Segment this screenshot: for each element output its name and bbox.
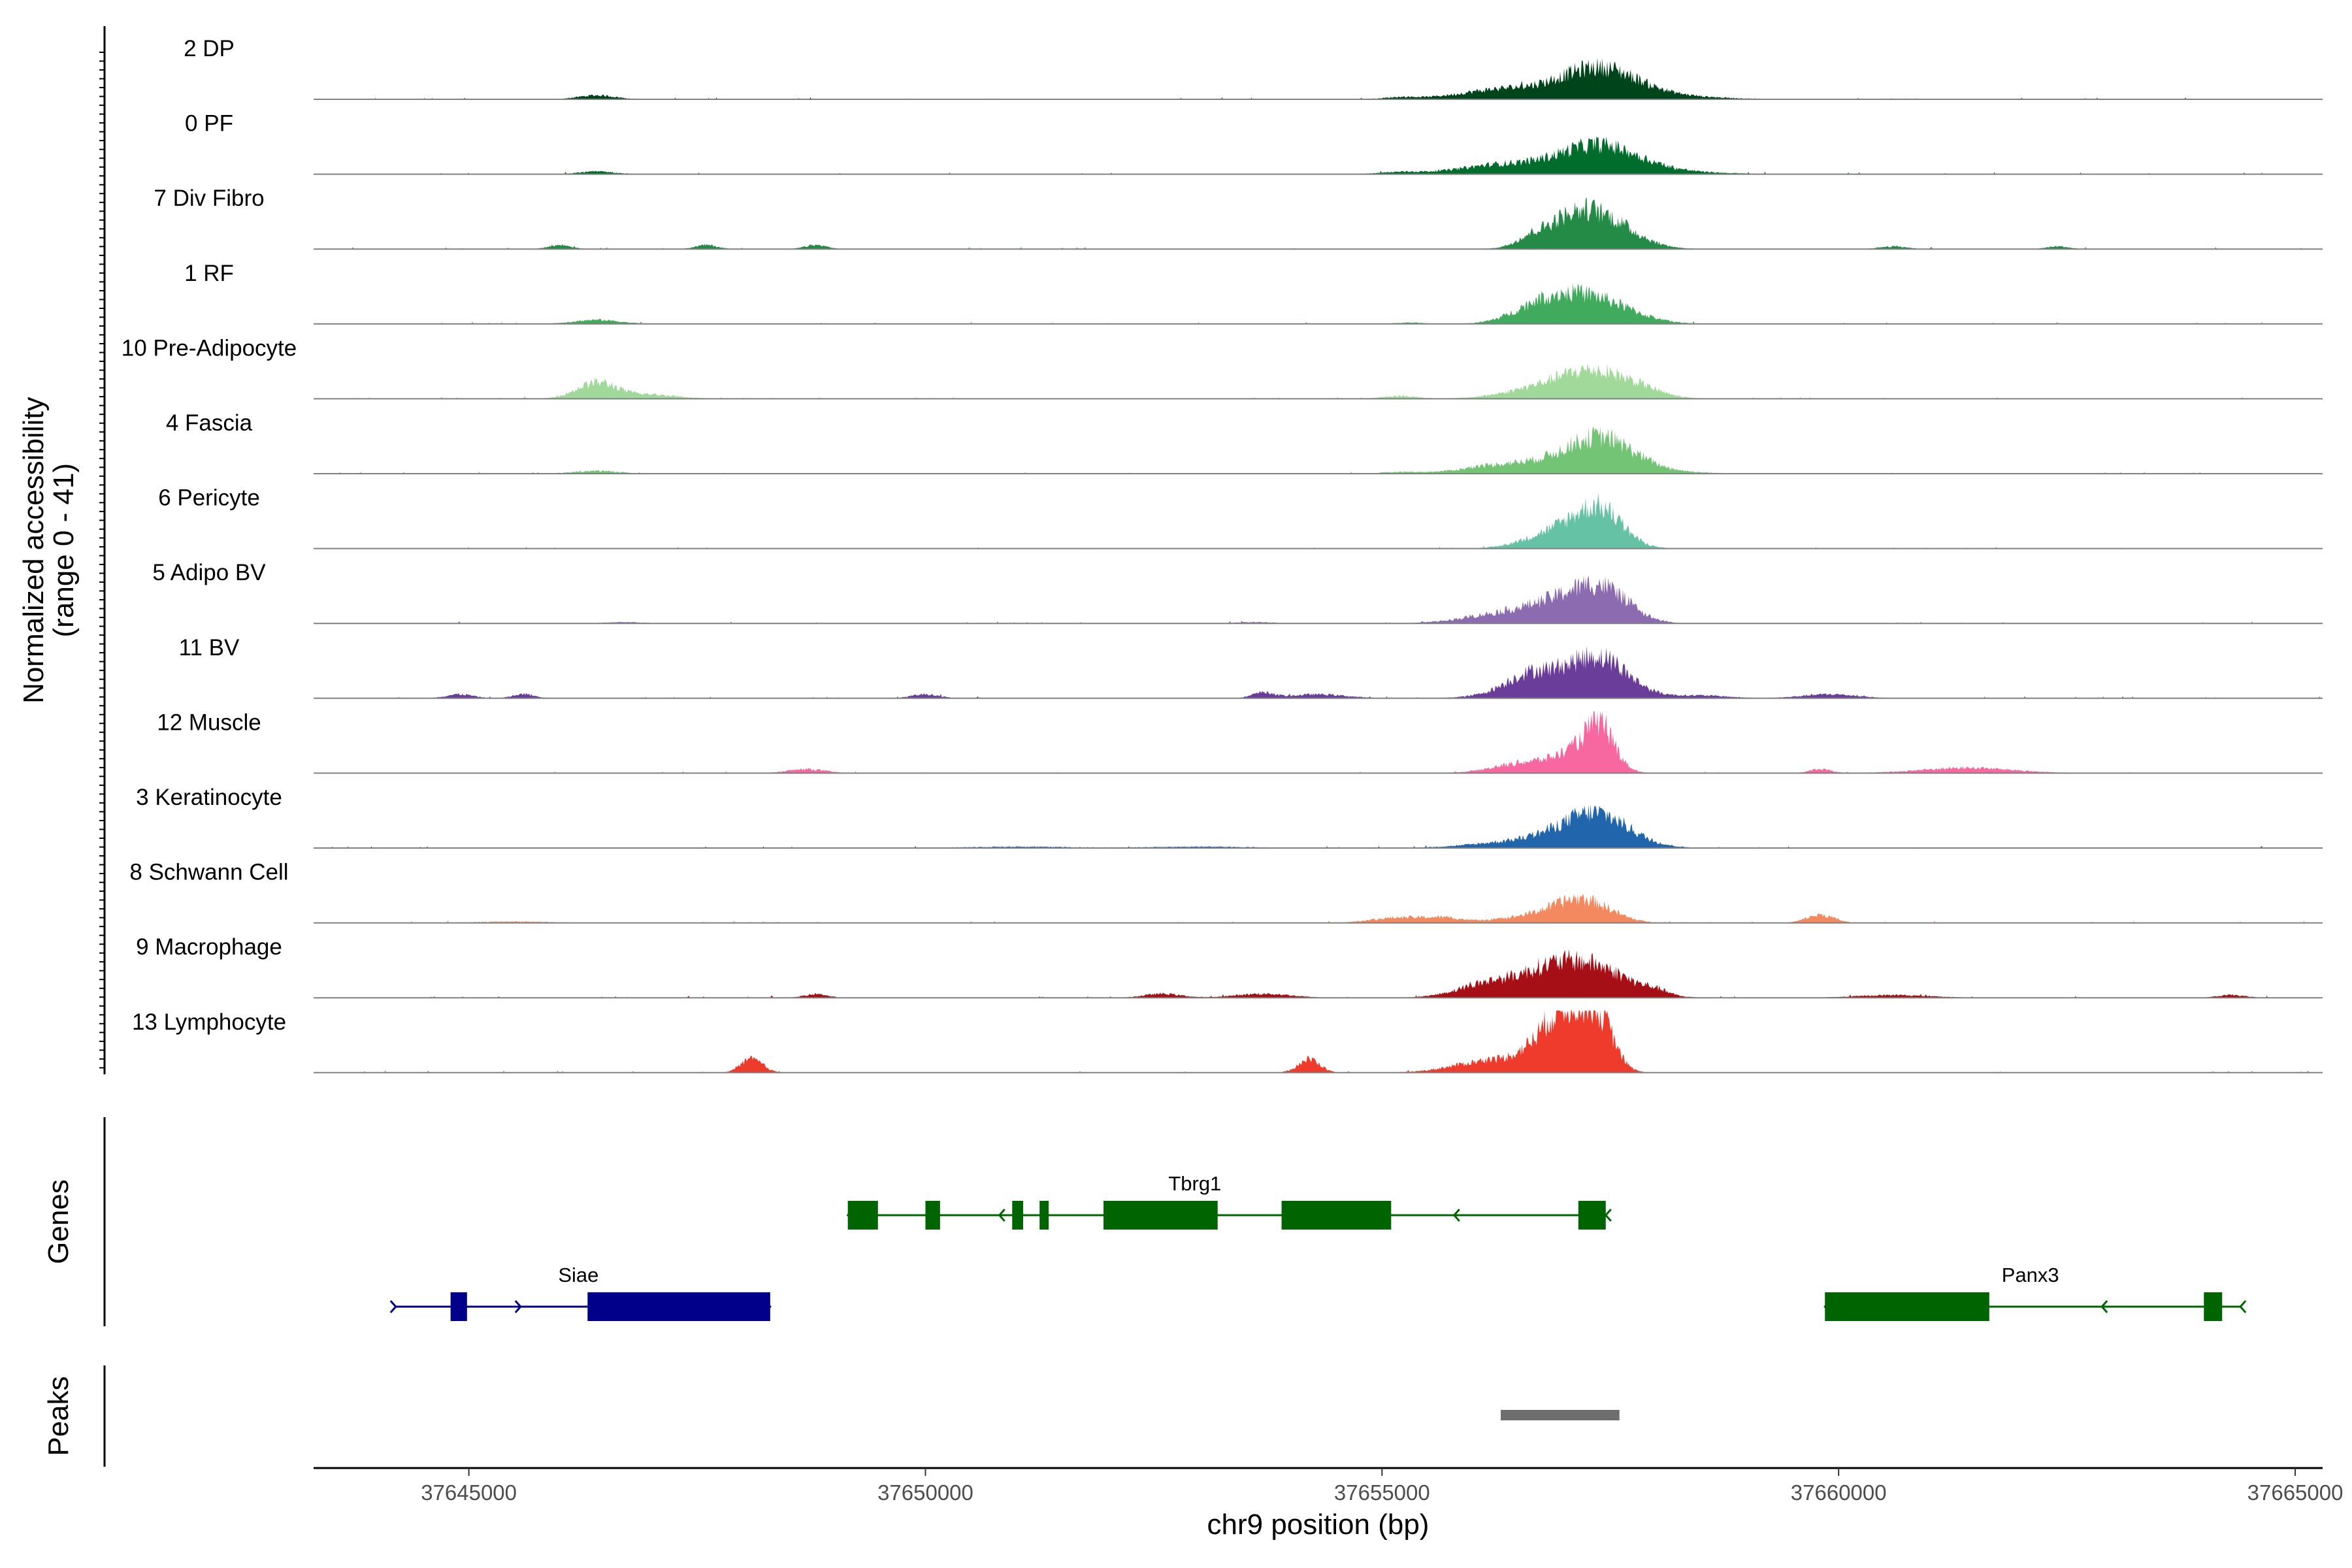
coverage-track: 8 Schwann Cell: [129, 860, 2323, 924]
coverage-panel: Normalized accessibility(range 0 - 41) 2 …: [18, 26, 2323, 1075]
coverage-track: 7 Div Fibro: [154, 186, 2323, 250]
x-axis-title: chr9 position (bp): [1207, 1509, 1429, 1541]
strand-arrow: [1604, 1209, 1612, 1222]
genes-panel: Genes Tbrg1 Siae Panx3: [42, 1117, 2247, 1326]
gene-exon: [450, 1292, 467, 1321]
track-label: 7 Div Fibro: [154, 186, 264, 211]
track-label: 10 Pre-Adipocyte: [122, 335, 297, 361]
strand-arrow: [389, 1300, 397, 1313]
y-axis-title: Normalized accessibility: [18, 397, 50, 703]
coverage-track: 12 Muscle: [157, 710, 2323, 774]
peaks-panel-title: Peaks: [42, 1376, 74, 1456]
track-label: 1 RF: [184, 261, 234, 286]
gene-label: Panx3: [2002, 1264, 2059, 1286]
coverage-track: 6 Pericyte: [158, 485, 2323, 549]
coverage-track: 13 Lymphocyte: [132, 1009, 2323, 1073]
coverage-track: 3 Keratinocyte: [136, 785, 2323, 849]
peaks-panel: Peaks: [42, 1365, 1620, 1467]
coverage-track: 9 Macrophage: [136, 934, 2323, 999]
x-axis: 37645000 37650000 37655000 37660000 37665000…: [314, 1467, 2344, 1541]
coverage-area: [314, 197, 2323, 250]
gene-exon: [587, 1292, 770, 1321]
track-label: 0 PF: [185, 111, 233, 137]
x-tick-label: 37665000: [2247, 1480, 2344, 1505]
track-label: 4 Fascia: [166, 410, 253, 436]
coverage-area: [314, 1010, 2323, 1073]
gene-exon: [1039, 1201, 1049, 1230]
coverage-track: 0 PF: [185, 111, 2323, 175]
gene-exon: [1281, 1201, 1392, 1230]
coverage-track: 2 DP: [184, 36, 2323, 100]
x-tick-label: 37650000: [877, 1480, 973, 1505]
coverage-area: [314, 363, 2323, 399]
coverage-area: [314, 57, 2323, 99]
track-label: 9 Macrophage: [136, 934, 282, 960]
coverage-track: 4 Fascia: [166, 410, 2323, 474]
x-tick-label: 37660000: [1791, 1480, 1887, 1505]
coverage-area: [314, 575, 2323, 624]
coverage-area: [314, 136, 2323, 174]
coverage-area: [314, 493, 2323, 549]
gene-label: Tbrg1: [1168, 1172, 1221, 1195]
gene-label: Siae: [558, 1264, 598, 1286]
track-label: 2 DP: [184, 36, 235, 61]
gene-exon: [925, 1201, 940, 1230]
x-tick-label: 37645000: [421, 1480, 517, 1505]
coverage-track: 1 RF: [184, 261, 2323, 325]
coverage-area: [314, 645, 2323, 698]
peak-region: [1501, 1410, 1620, 1420]
strand-arrow: [2100, 1300, 2108, 1313]
strand-arrow: [514, 1300, 522, 1313]
track-label: 5 Adipo BV: [152, 560, 266, 585]
y-axis-subtitle: (range 0 - 41): [48, 463, 80, 638]
gene-exon: [1103, 1201, 1218, 1230]
gene-model: Tbrg1: [846, 1172, 1612, 1230]
coverage-area: [314, 894, 2323, 923]
strand-arrow: [2239, 1300, 2247, 1313]
x-tick-label: 37655000: [1334, 1480, 1430, 1505]
coverage-track: 10 Pre-Adipocyte: [122, 335, 2323, 400]
track-label: 6 Pericyte: [158, 485, 260, 511]
strand-arrow: [998, 1209, 1005, 1222]
coverage-area: [314, 711, 2323, 774]
gene-exon: [1578, 1201, 1606, 1230]
genes-panel-title: Genes: [42, 1179, 74, 1264]
strand-arrow: [1452, 1209, 1460, 1222]
gene-exon: [1825, 1292, 1989, 1321]
gene-model: Siae: [389, 1264, 772, 1321]
coverage-area: [314, 804, 2323, 848]
track-label: 12 Muscle: [157, 710, 261, 735]
track-label: 11 BV: [179, 635, 240, 661]
coverage-track: 5 Adipo BV: [152, 560, 2323, 625]
coverage-area: [314, 426, 2323, 474]
gene-exon: [847, 1201, 878, 1230]
gene-exon: [1012, 1201, 1024, 1230]
coverage-area: [314, 283, 2323, 324]
gene-exon: [2204, 1292, 2223, 1321]
track-label: 13 Lymphocyte: [132, 1009, 286, 1035]
gene-model: Panx3: [1823, 1264, 2247, 1321]
track-label: 3 Keratinocyte: [136, 785, 282, 810]
coverage-area: [314, 949, 2323, 998]
coverage-track: 11 BV: [179, 635, 2323, 699]
track-label: 8 Schwann Cell: [129, 860, 288, 885]
